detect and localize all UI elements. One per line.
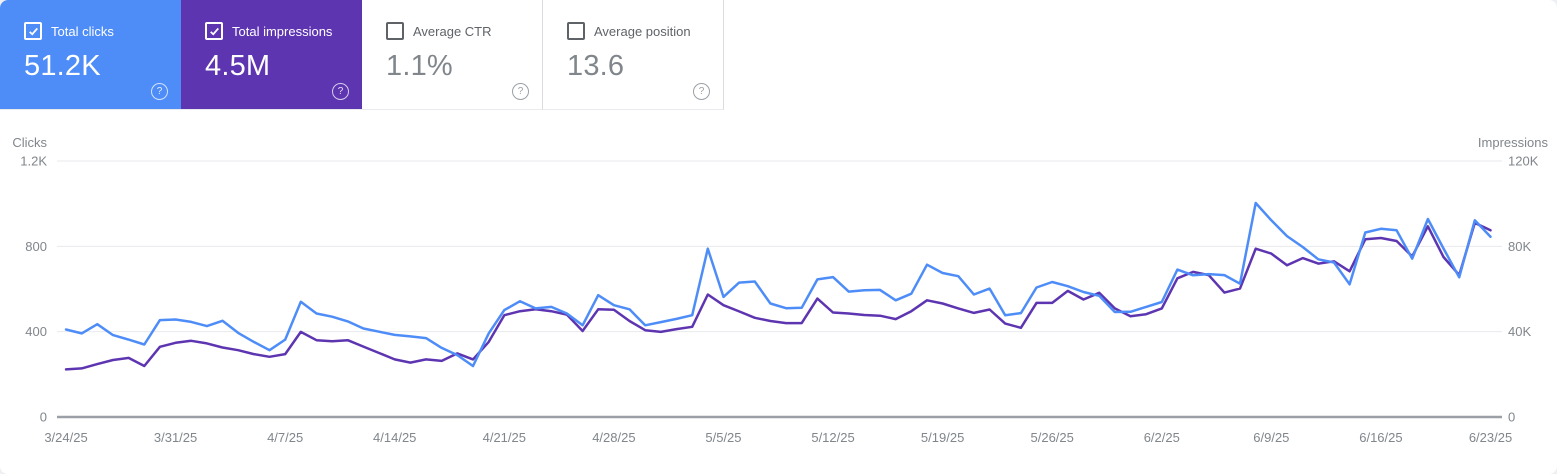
card-label: Average position (594, 23, 691, 39)
x-axis-tick: 5/26/25 (1031, 430, 1074, 445)
x-axis-tick: 6/9/25 (1253, 430, 1289, 445)
card-header: Average CTR (386, 22, 542, 40)
card-header: Total impressions (205, 22, 362, 40)
x-axis-tick: 6/23/25 (1469, 430, 1512, 445)
card-value: 13.6 (567, 50, 625, 82)
clicks-line (64, 201, 1492, 368)
left-axis-tick: 400 (25, 324, 47, 339)
right-axis-tick: 80K (1508, 239, 1531, 254)
x-axis-tick: 6/2/25 (1144, 430, 1180, 445)
card-average-position[interactable]: Average position 13.6 ? (543, 0, 724, 110)
x-axis-tick: 5/5/25 (705, 430, 741, 445)
card-total-clicks[interactable]: Total clicks 51.2K ? (0, 0, 181, 110)
card-label: Average CTR (413, 23, 492, 39)
x-axis-tick: 5/19/25 (921, 430, 964, 445)
right-axis-title: Impressions (1478, 135, 1549, 150)
average-ctr-checkbox[interactable] (386, 22, 404, 40)
card-value: 4.5M (205, 50, 271, 82)
x-axis-tick: 4/21/25 (483, 430, 526, 445)
left-axis-tick: 800 (25, 239, 47, 254)
x-axis-tick: 5/12/25 (811, 430, 854, 445)
x-axis-tick: 4/14/25 (373, 430, 416, 445)
checkmark-icon (209, 27, 219, 36)
x-axis-tick: 6/16/25 (1359, 430, 1402, 445)
left-axis-tick: 1.2K (20, 154, 47, 169)
checkmark-icon (28, 27, 38, 36)
card-header: Total clicks (24, 22, 181, 40)
right-axis-tick: 0 (1508, 410, 1515, 425)
metric-cards-row: Total clicks 51.2K ? Total impressions 4… (0, 0, 1557, 110)
x-axis-tick: 4/28/25 (592, 430, 635, 445)
help-icon[interactable]: ? (693, 83, 710, 100)
left-axis-title: Clicks (12, 135, 47, 150)
help-icon[interactable]: ? (512, 83, 529, 100)
card-header: Average position (567, 22, 723, 40)
chart-canvas[interactable]: 0 0 400 40K 800 80K 1.2K 120K Clicks Impressions 3… (0, 110, 1557, 474)
right-axis-tick: 120K (1508, 154, 1539, 169)
right-axis-tick: 40K (1508, 324, 1531, 339)
average-position-checkbox[interactable] (567, 22, 585, 40)
help-icon[interactable]: ? (332, 83, 349, 100)
card-label: Total impressions (232, 23, 333, 39)
card-value: 51.2K (24, 50, 101, 82)
card-value: 1.1% (386, 50, 453, 82)
card-total-impressions[interactable]: Total impressions 4.5M ? (181, 0, 362, 110)
x-axis-tick: 3/31/25 (154, 430, 197, 445)
total-clicks-checkbox[interactable] (24, 22, 42, 40)
impressions-line (64, 221, 1492, 371)
performance-chart[interactable]: 0 0 400 40K 800 80K 1.2K 120K Clicks Impressions 3… (0, 110, 1557, 474)
help-icon[interactable]: ? (151, 83, 168, 100)
left-axis-tick: 0 (40, 410, 47, 425)
card-label: Total clicks (51, 23, 114, 39)
x-axis-tick: 3/24/25 (44, 430, 87, 445)
total-impressions-checkbox[interactable] (205, 22, 223, 40)
card-average-ctr[interactable]: Average CTR 1.1% ? (362, 0, 543, 110)
x-axis-tick: 4/7/25 (267, 430, 303, 445)
